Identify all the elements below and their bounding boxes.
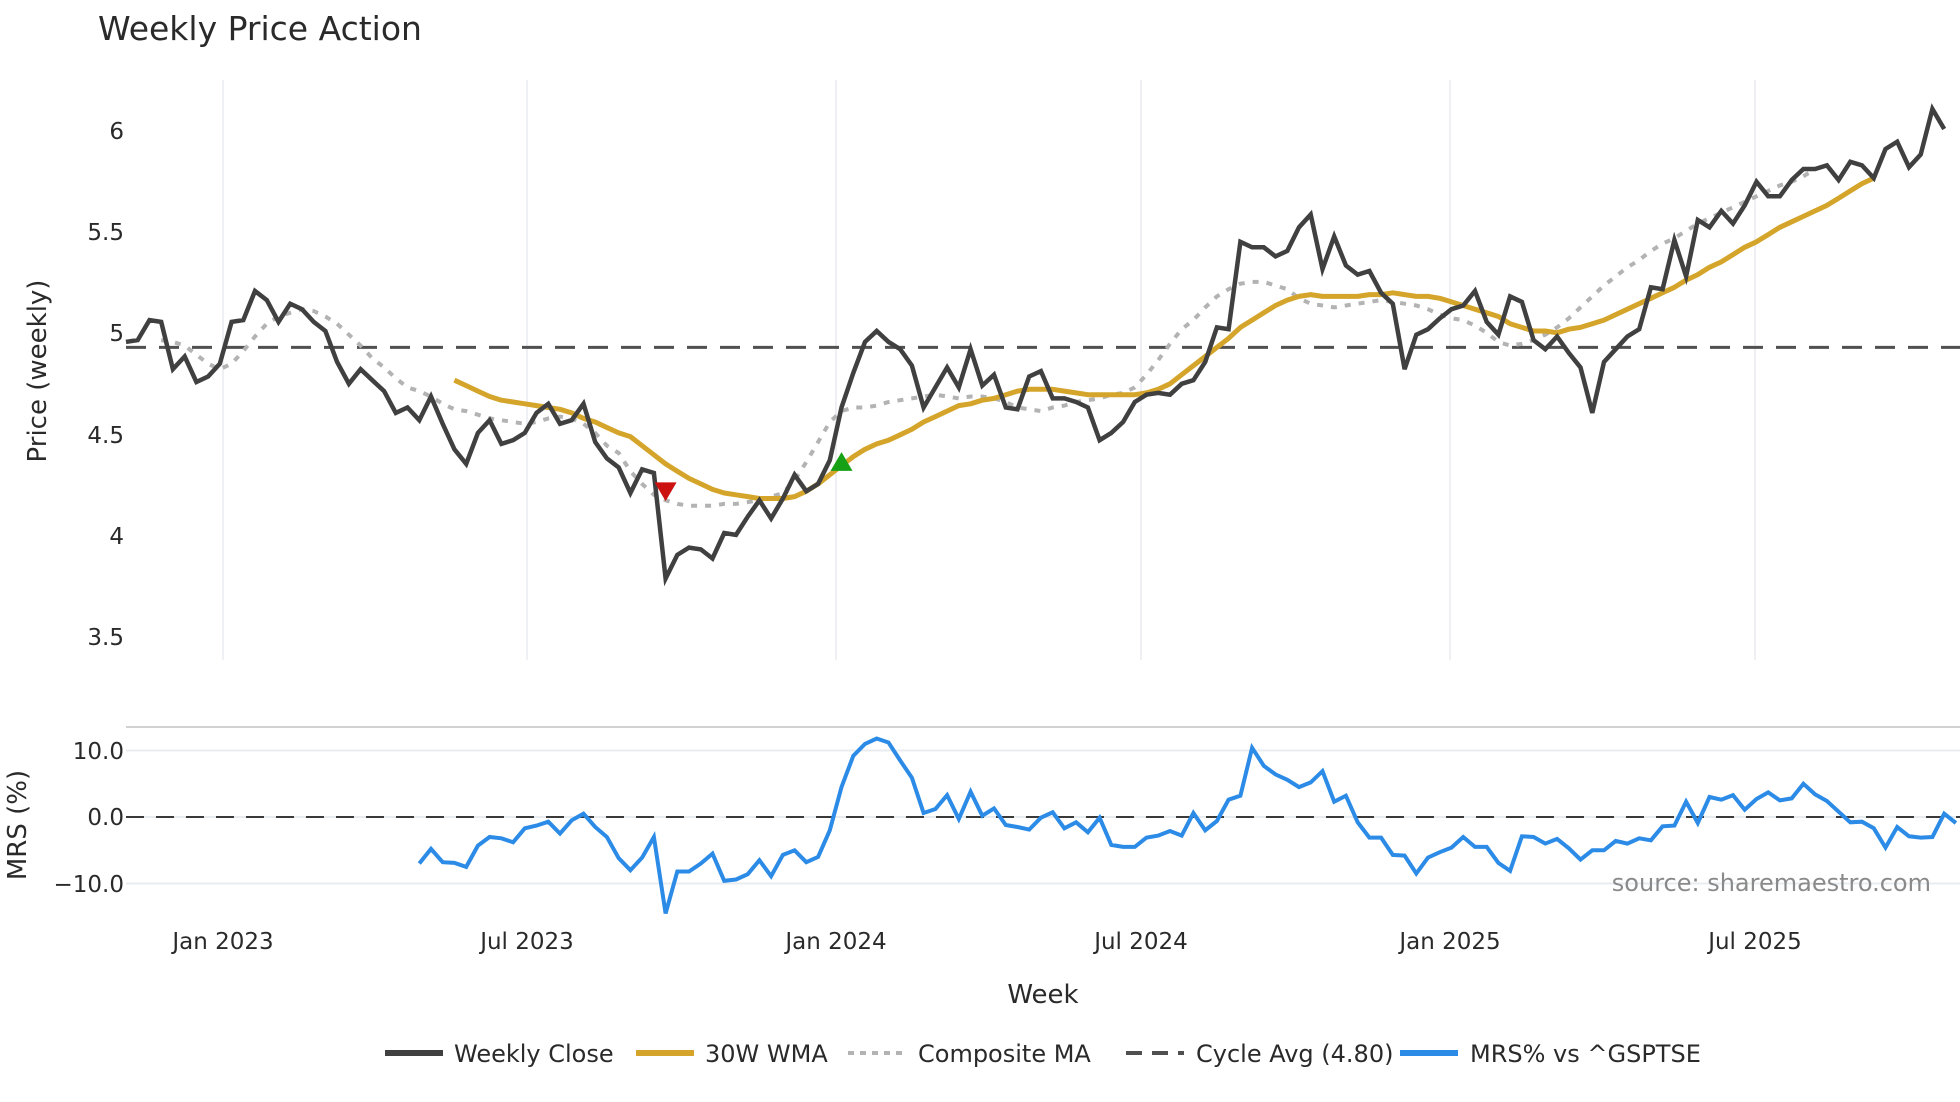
x-tick: Jan 2025 — [1397, 929, 1500, 955]
legend-label: MRS% vs ^GSPTSE — [1470, 1040, 1701, 1068]
chart-title: Weekly Price Action — [98, 9, 422, 48]
x-tick: Jul 2023 — [478, 929, 574, 955]
buy-signal-marker-icon — [830, 452, 853, 471]
y-tick: 4 — [109, 524, 124, 550]
x-tick: Jan 2024 — [783, 929, 886, 955]
mrs-y-axis-label: MRS (%) — [3, 770, 33, 880]
y-tick: 4.5 — [87, 423, 124, 449]
price-y-axis: 6 5.5 5 4.5 4 3.5 — [87, 119, 124, 651]
wma-30w-line — [453, 175, 1875, 501]
source-note: source: sharemaestro.com — [1612, 869, 1931, 897]
sell-signal-marker-icon — [654, 482, 677, 502]
y-tick: 6 — [109, 119, 124, 145]
legend-label: Cycle Avg (4.80) — [1196, 1040, 1393, 1068]
y-tick: 5.5 — [87, 220, 124, 246]
x-tick: Jul 2024 — [1092, 929, 1188, 955]
legend-item-mrs[interactable]: MRS% vs ^GSPTSE — [1400, 1040, 1701, 1068]
y-tick: 3.5 — [87, 625, 124, 651]
x-axis: Jan 2023 Jul 2023 Jan 2024 Jul 2024 Jan … — [170, 929, 1801, 955]
price-y-axis-label: Price (weekly) — [23, 280, 53, 463]
mrs-y-axis: 10.0 0.0 −10.0 — [54, 739, 124, 898]
series-layer — [125, 103, 1960, 914]
x-tick: Jul 2025 — [1706, 929, 1802, 955]
composite-ma-line — [160, 167, 1817, 508]
legend-label: Weekly Close — [454, 1040, 614, 1068]
legend-label: Composite MA — [918, 1040, 1091, 1068]
y-tick: 5 — [109, 321, 124, 347]
legend-item-30w-wma[interactable]: 30W WMA — [636, 1040, 828, 1068]
x-tick: Jan 2023 — [170, 929, 273, 955]
y-tick: 0.0 — [87, 805, 124, 831]
legend-label: 30W WMA — [705, 1040, 828, 1068]
legend-item-weekly-close[interactable]: Weekly Close — [385, 1040, 614, 1068]
mrs-line — [417, 736, 1958, 914]
legend: Weekly Close 30W WMA Composite MA Cycle … — [385, 1040, 1701, 1068]
price-vertical-gridlines — [222, 80, 1756, 660]
legend-item-composite-ma[interactable]: Composite MA — [848, 1040, 1091, 1068]
x-axis-label: Week — [1007, 980, 1078, 1010]
y-tick: −10.0 — [54, 872, 124, 898]
weekly-close-line — [125, 103, 1947, 587]
y-tick: 10.0 — [73, 739, 124, 765]
legend-item-cycle-avg[interactable]: Cycle Avg (4.80) — [1126, 1040, 1393, 1068]
